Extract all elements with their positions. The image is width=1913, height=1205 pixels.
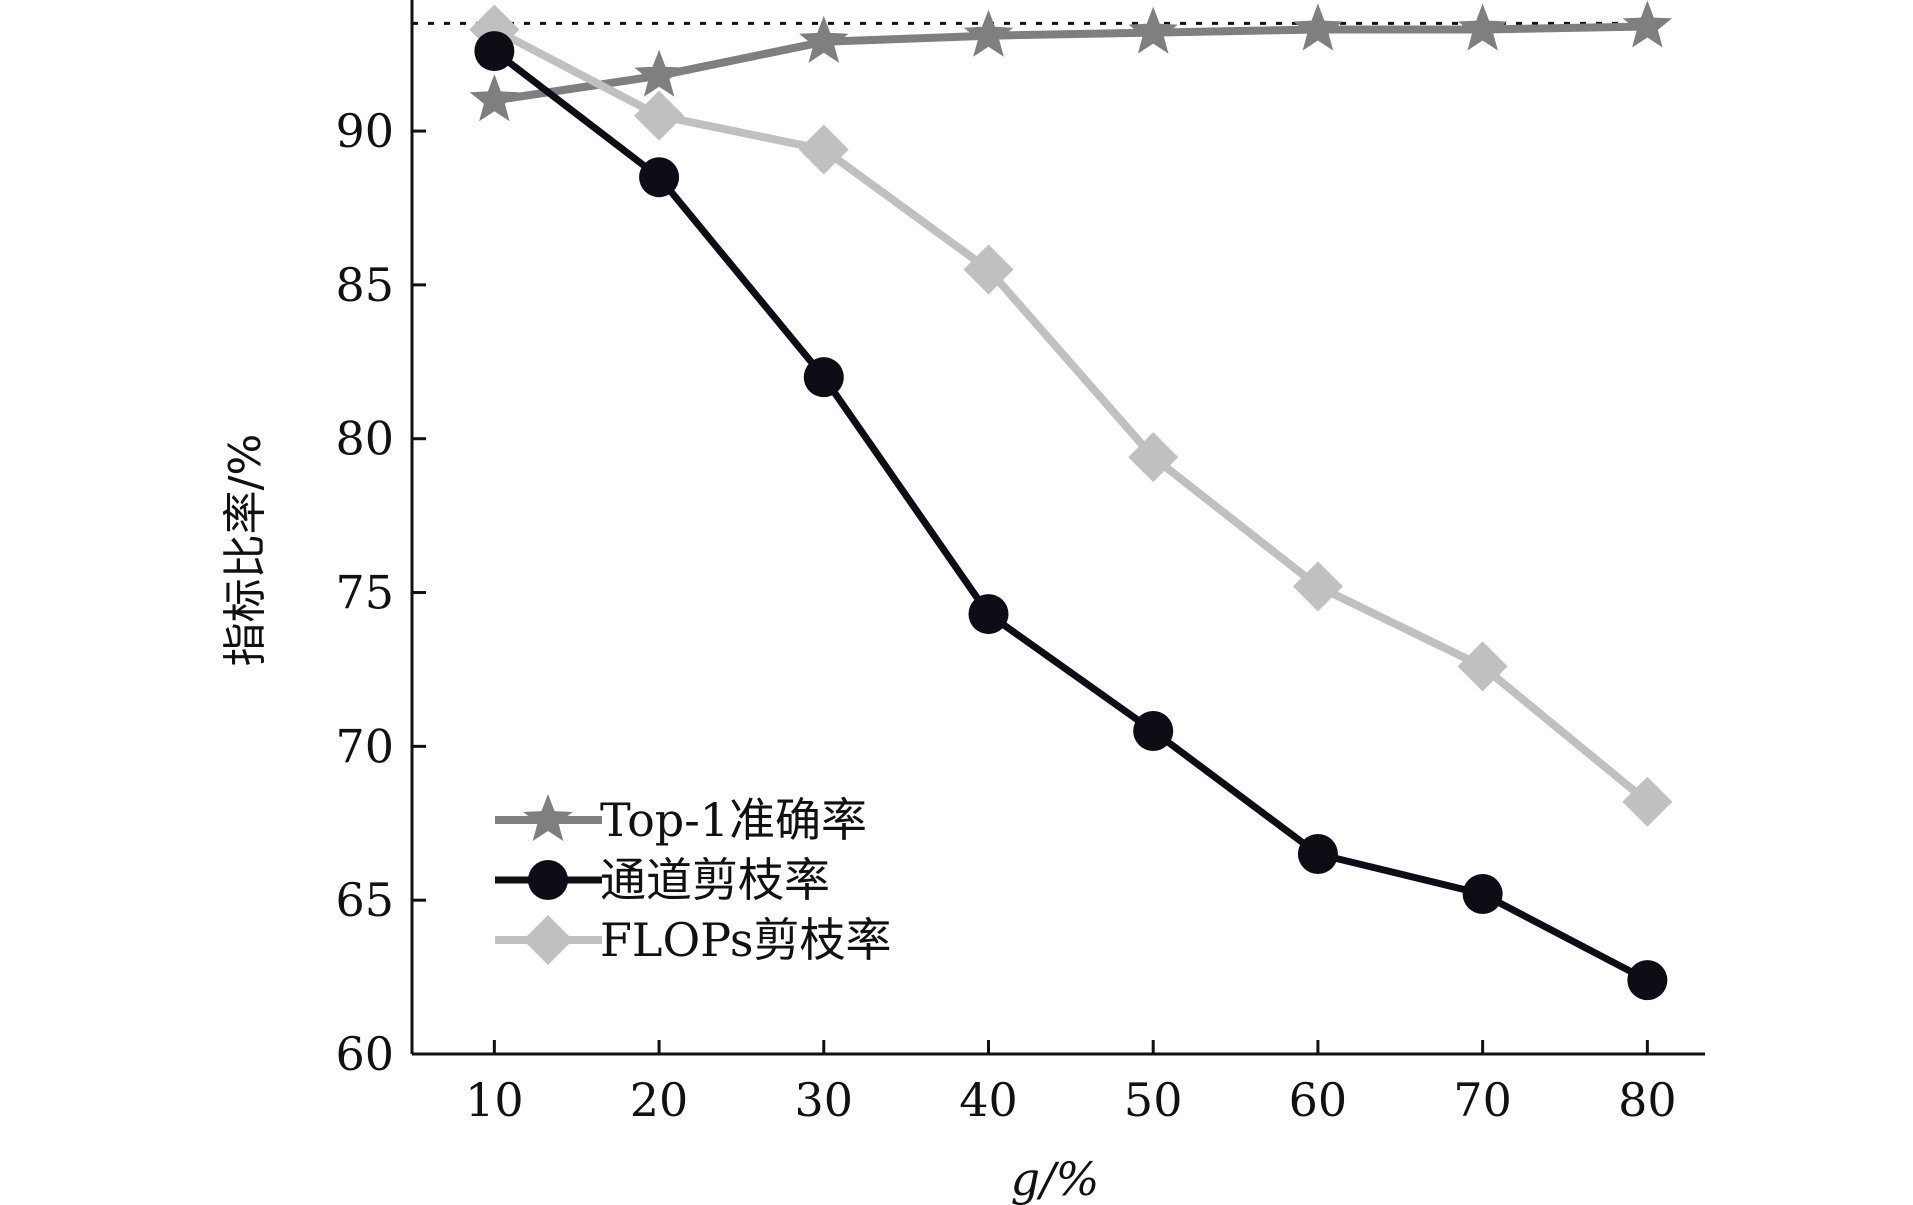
data-point	[474, 31, 515, 72]
legend-marker	[523, 794, 573, 841]
series-line	[492, 25, 1650, 805]
series-line	[493, 22, 1648, 105]
legend-label: 通道剪枝率	[600, 853, 830, 907]
x-tick-label: 30	[795, 1073, 854, 1127]
x-ticks: 10 20 30 40 50 60 70 80	[465, 1040, 1677, 1127]
data-point	[1297, 834, 1338, 875]
data-point	[1128, 6, 1178, 54]
legend-label: FLOPs剪枝率	[600, 913, 892, 967]
y-tick-label: 80	[335, 412, 394, 466]
y-tick-label: 65	[335, 873, 394, 927]
series-star	[469, 0, 1673, 122]
x-tick-label: 40	[959, 1073, 1018, 1127]
data-point	[798, 124, 849, 175]
plot-area	[412, 0, 1673, 1001]
x-tick-label: 60	[1289, 1073, 1348, 1127]
x-tick-label: 70	[1453, 1073, 1512, 1127]
data-point	[1622, 776, 1673, 827]
data-point	[1293, 3, 1343, 51]
data-point	[963, 9, 1014, 57]
data-point	[1292, 561, 1343, 612]
y-tick-label: 70	[335, 719, 394, 773]
x-tick-label: 10	[465, 1073, 524, 1127]
data-point	[803, 357, 844, 398]
legend-label: Top-1准确率	[600, 793, 867, 847]
series-circle	[474, 31, 1668, 1001]
data-point	[634, 49, 684, 97]
data-point	[1627, 960, 1668, 1001]
y-tick-label: 90	[335, 104, 394, 158]
data-point	[1128, 432, 1179, 483]
legend-marker	[528, 860, 568, 900]
data-point	[634, 90, 685, 141]
x-axis-title: g/%	[1011, 1152, 1100, 1205]
series-line	[492, 48, 1650, 984]
x-tick-label: 50	[1124, 1073, 1183, 1127]
y-tick-label: 60	[335, 1027, 394, 1081]
legend-marker	[523, 915, 573, 965]
data-point	[1622, 0, 1673, 48]
data-point	[469, 74, 520, 122]
data-point	[1457, 641, 1508, 692]
data-point	[963, 244, 1014, 295]
data-point	[799, 15, 849, 63]
x-tick-label: 80	[1618, 1073, 1677, 1127]
data-point	[639, 157, 680, 198]
x-tick-label: 20	[630, 1073, 689, 1127]
y-tick-label: 85	[335, 258, 394, 312]
y-axis-title: 指标比率/%	[220, 434, 271, 667]
data-point	[1457, 3, 1508, 51]
series-diamond	[469, 4, 1673, 827]
data-point	[968, 594, 1009, 635]
data-point	[1462, 874, 1503, 915]
data-point	[1133, 710, 1174, 751]
y-ticks: 60 65 70 75 80 85 90	[335, 104, 426, 1081]
y-tick-label: 75	[335, 566, 394, 620]
axes: 10 20 30 40 50 60 70 80 60 65 70 75 80 85 90	[335, 0, 1705, 1127]
